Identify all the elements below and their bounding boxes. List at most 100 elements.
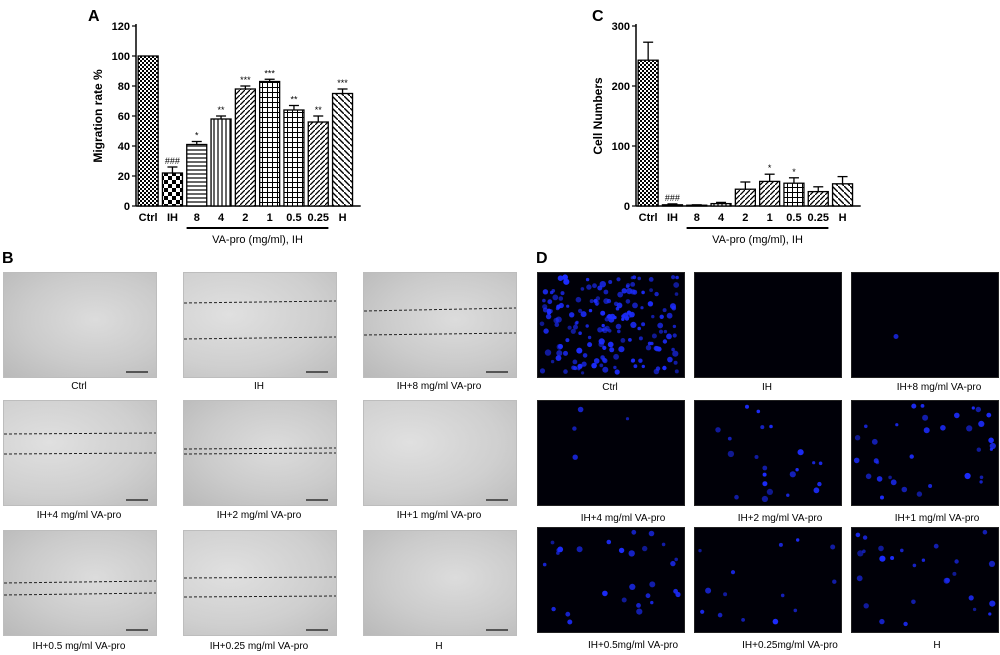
nucleus <box>864 424 868 429</box>
category-label: IH <box>667 212 678 224</box>
nucleus <box>573 324 578 330</box>
nucleus <box>603 289 609 295</box>
nucleus <box>655 366 661 371</box>
nucleus <box>662 339 668 344</box>
nucleus <box>626 288 633 295</box>
nucleus <box>911 403 917 409</box>
nucleus <box>890 479 897 486</box>
caption-d-ih-4: IH+4 mg/ml VA-pro <box>580 513 666 524</box>
nucleus <box>601 357 607 363</box>
nucleus <box>663 329 668 334</box>
nucleus <box>542 307 548 313</box>
nucleus <box>812 461 816 465</box>
nucleus <box>717 612 723 618</box>
category-label: 8 <box>694 212 700 224</box>
nucleus <box>649 288 653 292</box>
caption-d-ih-0.5: IH+0.5mg/ml VA-pro <box>587 640 679 651</box>
nucleus <box>674 292 679 296</box>
nucleus <box>654 291 659 297</box>
fluorescence-h <box>851 527 999 633</box>
nucleus <box>650 341 654 346</box>
nucleus <box>621 597 627 603</box>
category-label: Ctrl <box>639 212 658 224</box>
y-tick-label: 0 <box>124 201 130 213</box>
nucleus <box>766 488 773 495</box>
nucleus <box>621 317 625 321</box>
nucleus <box>818 461 823 466</box>
micrograph-ih-8 <box>363 272 517 378</box>
y-tick-label: 20 <box>118 171 130 183</box>
nucleus <box>871 438 878 445</box>
nucleus <box>671 347 675 352</box>
nucleus <box>630 321 637 328</box>
nucleus <box>966 425 973 432</box>
nucleus <box>632 275 637 280</box>
category-label: 0.25 <box>808 212 829 224</box>
nucleus <box>675 275 679 280</box>
nucleus <box>588 308 593 313</box>
nucleus <box>760 425 765 430</box>
category-label: 4 <box>218 212 225 224</box>
nucleus <box>789 471 796 478</box>
nucleus <box>616 277 621 282</box>
caption-d-ctrl: Ctrl <box>602 382 618 393</box>
nucleus <box>557 546 564 553</box>
category-label: 1 <box>267 212 273 224</box>
significance-label: ### <box>165 156 180 166</box>
significance-label: *** <box>337 78 348 88</box>
nucleus <box>786 493 790 497</box>
nucleus <box>863 603 869 609</box>
nucleus <box>876 476 883 482</box>
nucleus <box>550 540 555 545</box>
nucleus <box>572 454 578 460</box>
nucleus <box>989 442 996 450</box>
nucleus <box>940 425 946 431</box>
nucleus <box>553 317 559 324</box>
nucleus <box>879 555 886 562</box>
micrograph-ih <box>183 272 337 378</box>
nucleus <box>645 345 652 351</box>
nucleus <box>988 437 994 444</box>
nucleus <box>745 404 749 409</box>
micrograph-ih-4 <box>3 400 157 506</box>
nucleus <box>604 317 609 322</box>
nucleus <box>667 356 673 363</box>
nucleus <box>617 291 624 298</box>
nucleus <box>637 276 641 281</box>
nucleus <box>563 369 568 374</box>
y-tick-label: 200 <box>612 81 630 93</box>
fluorescence-ih-4 <box>537 400 685 506</box>
nucleus <box>988 612 992 616</box>
caption-d-ih-8: IH+8 mg/ml VA-pro <box>896 382 982 393</box>
nucleus <box>620 338 626 343</box>
group-label: VA-pro (mg/ml), IH <box>212 234 303 246</box>
nucleus <box>862 535 868 540</box>
nucleus <box>637 326 641 331</box>
nucleus <box>857 550 864 557</box>
nucleus <box>954 412 960 419</box>
nucleus <box>601 328 605 332</box>
panel-d-label: D <box>536 250 548 267</box>
nucleus <box>599 363 604 368</box>
nucleus <box>585 277 590 282</box>
bar <box>307 121 329 207</box>
significance-label: * <box>195 131 199 141</box>
nucleus <box>636 608 643 615</box>
nucleus <box>986 412 992 418</box>
nucleus <box>968 595 974 601</box>
nucleus <box>928 484 933 488</box>
y-tick-label: 100 <box>612 141 630 153</box>
nucleus <box>762 465 768 471</box>
nucleus <box>580 287 585 291</box>
nucleus <box>556 350 563 357</box>
nucleus <box>762 472 767 477</box>
nucleus <box>657 322 664 329</box>
micrograph-ih-0.5 <box>3 530 157 636</box>
nucleus <box>654 346 660 352</box>
fluorescence-ih-8 <box>851 272 999 378</box>
nucleus <box>893 334 899 339</box>
nucleus <box>911 599 916 605</box>
nucleus <box>813 487 820 494</box>
caption-d-h: H <box>933 640 941 651</box>
category-label: 0.5 <box>786 212 801 224</box>
